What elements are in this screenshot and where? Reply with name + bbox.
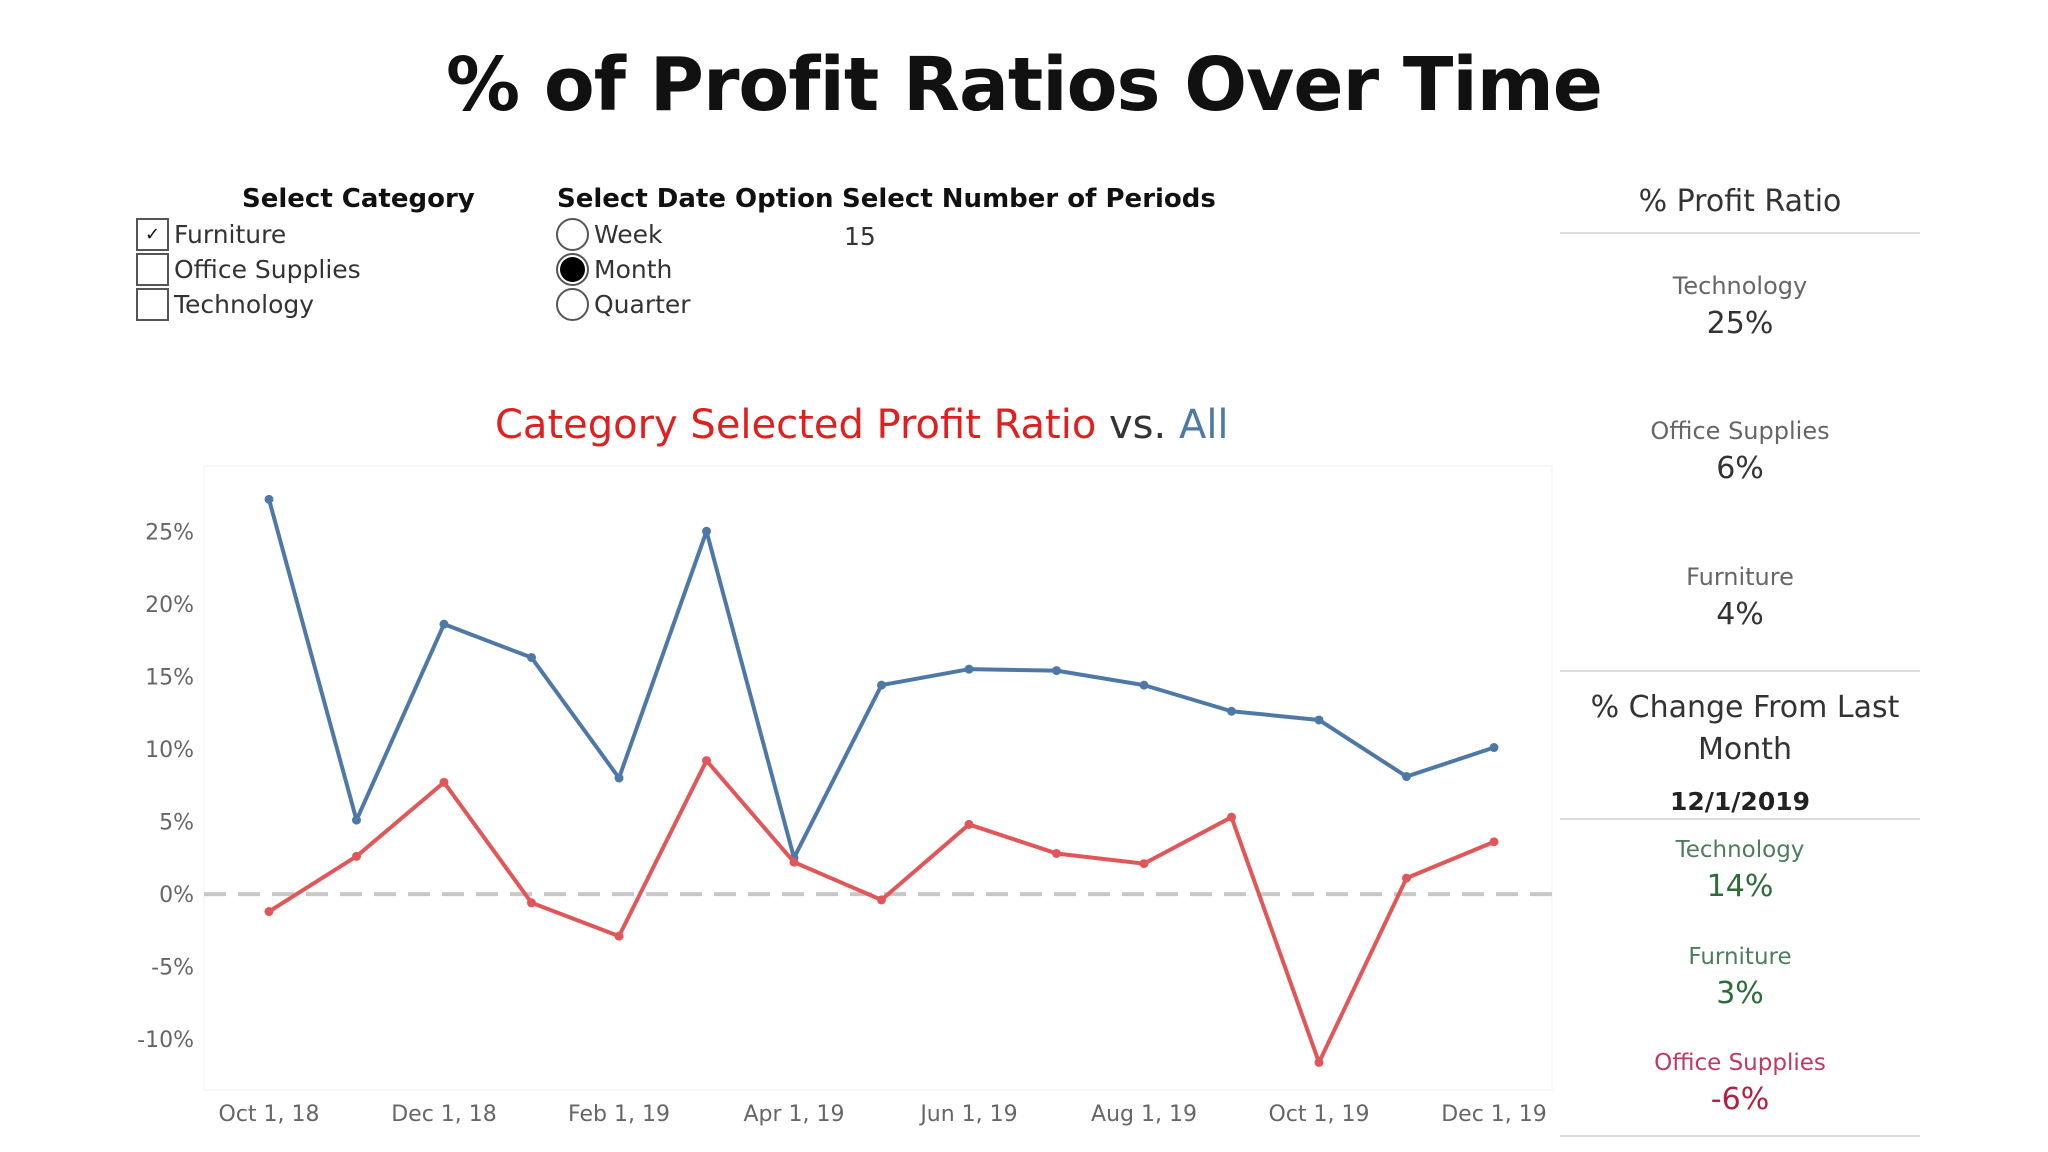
date-option-month[interactable]: Month: [556, 253, 672, 286]
data-point-category: [1139, 859, 1149, 869]
checkbox-furniture[interactable]: ✓: [136, 218, 169, 251]
data-point-all: [527, 653, 536, 663]
divider: [1560, 232, 1920, 234]
data-point-category: [1314, 1057, 1324, 1067]
profit-ratio-value-technology: 25%: [1706, 306, 1774, 341]
category-option-label: Technology: [174, 290, 315, 319]
radio-month[interactable]: [556, 253, 589, 286]
chart-title-vs: vs.: [1096, 402, 1179, 448]
checkbox-technology[interactable]: [136, 288, 169, 321]
data-point-category: [877, 895, 886, 905]
y-tick-label: 5%: [159, 811, 194, 836]
chart-title-all: All: [1178, 402, 1229, 448]
data-point-all: [1052, 666, 1061, 676]
data-point-category: [527, 898, 536, 908]
plot-area: [203, 465, 1553, 1091]
change-value-office-supplies: -6%: [1710, 1082, 1770, 1117]
date-option-week[interactable]: Week: [556, 218, 663, 251]
profit-ratio-value-office-supplies: 6%: [1716, 451, 1764, 486]
data-point-category: [352, 851, 361, 861]
divider: [1560, 670, 1920, 672]
x-tick-label: Jun 1, 19: [918, 1102, 1017, 1127]
change-value-technology: 14%: [1706, 869, 1774, 904]
profit-ratio-label-technology: Technology: [1672, 272, 1808, 300]
y-tick-label: 25%: [145, 520, 194, 545]
profit-ratio-label-furniture: Furniture: [1686, 563, 1794, 591]
category-option-furniture[interactable]: ✓ Furniture: [136, 218, 286, 251]
date-option-quarter[interactable]: Quarter: [556, 288, 691, 321]
data-point-all: [1402, 772, 1411, 782]
periods-heading: Select Number of Periods: [842, 184, 1216, 214]
y-tick-label: 10%: [145, 738, 194, 763]
change-heading: % Change From Last Month: [1590, 690, 1900, 767]
data-point-all: [352, 815, 361, 825]
data-point-category: [439, 777, 449, 787]
chart-title-category: Category Selected Profit Ratio: [495, 402, 1097, 448]
y-tick-label: 20%: [145, 593, 194, 618]
data-point-all: [614, 773, 624, 783]
data-point-category: [964, 819, 974, 829]
series-line-category: [267, 758, 1496, 1065]
change-label-technology: Technology: [1675, 837, 1805, 863]
x-tick-label: Oct 1, 19: [1268, 1102, 1369, 1127]
data-point-category: [1402, 873, 1411, 883]
data-point-all: [264, 494, 274, 504]
change-label-furniture: Furniture: [1688, 944, 1792, 970]
periods-value[interactable]: 15: [844, 222, 876, 251]
y-tick-label: -5%: [151, 956, 194, 981]
x-tick-label: Dec 1, 18: [391, 1102, 497, 1127]
x-tick-label: Oct 1, 18: [218, 1102, 319, 1127]
category-option-office-supplies[interactable]: Office Supplies: [136, 253, 361, 286]
data-point-all: [877, 680, 886, 690]
change-value-furniture: 3%: [1716, 976, 1764, 1011]
category-option-label: Furniture: [174, 220, 287, 249]
change-date: 12/1/2019: [1669, 787, 1811, 816]
change-label-office-supplies: Office Supplies: [1654, 1050, 1826, 1076]
y-tick-label: 0%: [159, 883, 194, 908]
data-point-all: [702, 526, 711, 536]
data-point-category: [789, 857, 799, 867]
page-title: % of Profit Ratios Over Time: [446, 42, 1603, 128]
data-point-category: [1227, 812, 1236, 822]
divider: [1560, 818, 1920, 820]
x-tick-label: Apr 1, 19: [743, 1102, 844, 1127]
date-option-label: Week: [594, 220, 663, 249]
date-option-heading: Select Date Option: [557, 184, 834, 214]
category-option-label: Office Supplies: [174, 255, 361, 284]
y-tick-label: -10%: [137, 1028, 194, 1053]
data-point-all: [1314, 715, 1324, 725]
x-tick-label: Feb 1, 19: [568, 1102, 670, 1127]
data-point-category: [702, 756, 711, 766]
profit-ratio-label-office-supplies: Office Supplies: [1650, 417, 1830, 445]
divider: [1560, 1135, 1920, 1137]
data-point-all: [439, 619, 449, 629]
profit-ratio-value-furniture: 4%: [1716, 597, 1764, 632]
data-point-all: [964, 664, 974, 674]
x-tick-label: Dec 1, 19: [1441, 1102, 1547, 1127]
y-tick-label: 15%: [145, 665, 194, 690]
chart-title: Category Selected Profit Ratio vs. All: [495, 402, 1229, 448]
checkbox-office-supplies[interactable]: [136, 253, 169, 286]
data-point-category: [1052, 848, 1061, 858]
category-filter-heading: Select Category: [242, 184, 475, 214]
date-option-label: Month: [594, 255, 673, 284]
profit-ratio-line-chart: 25% 20% 15% 10% 5% 0% -5% -10% Oct 1, 18 Dec 1, 1…: [137, 465, 1553, 1127]
data-point-all: [1139, 680, 1149, 690]
date-option-label: Quarter: [594, 290, 691, 319]
data-point-category: [1489, 837, 1499, 847]
category-option-technology[interactable]: Technology: [136, 288, 314, 321]
data-point-all: [1489, 743, 1499, 753]
data-point-category: [264, 907, 274, 917]
data-point-all: [1227, 706, 1236, 716]
x-tick-label: Aug 1, 19: [1091, 1102, 1197, 1127]
data-point-category: [614, 931, 624, 941]
radio-quarter[interactable]: [556, 288, 589, 321]
profit-ratio-heading: % Profit Ratio: [1638, 184, 1842, 219]
series-line-all: [267, 497, 1496, 860]
radio-week[interactable]: [556, 218, 589, 251]
